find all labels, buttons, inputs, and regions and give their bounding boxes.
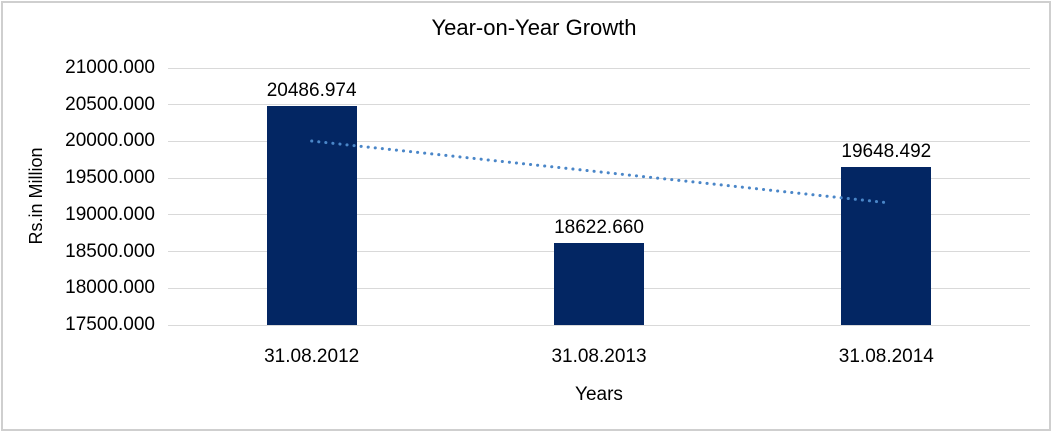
- bar-31.08.2012: [266, 105, 357, 325]
- x-tick-label: 31.08.2013: [551, 346, 647, 367]
- y-tick-label: 17500.000: [65, 314, 155, 335]
- y-tick-label: 21000.000: [65, 57, 155, 78]
- gridline: [168, 324, 1030, 326]
- chart-title: Year-on-Year Growth: [431, 15, 637, 40]
- y-tick-label: 19000.000: [65, 203, 155, 225]
- y-tick-label: 19500.000: [65, 167, 155, 189]
- gridline: [168, 214, 1030, 216]
- data-label: 20486.974: [266, 79, 357, 101]
- bar-31.08.2014: [841, 167, 932, 325]
- data-label: 19648.492: [841, 141, 932, 163]
- bar-31.08.2013: [554, 242, 644, 325]
- y-tick-label: 20000.000: [65, 130, 155, 152]
- y-tick-label: 18500.000: [65, 240, 155, 262]
- y-axis-title: Rs.in Million: [26, 147, 46, 245]
- y-tick-label: 20500.000: [65, 93, 155, 115]
- x-axis-title: Years: [575, 384, 623, 405]
- data-label: 18622.660: [554, 216, 644, 238]
- x-tick-label: 31.08.2012: [264, 346, 360, 367]
- x-tick-label: 31.08.2014: [838, 346, 934, 367]
- y-tick-label: 18000.000: [65, 277, 155, 299]
- gridline: [168, 104, 1030, 106]
- gridline: [168, 67, 1030, 69]
